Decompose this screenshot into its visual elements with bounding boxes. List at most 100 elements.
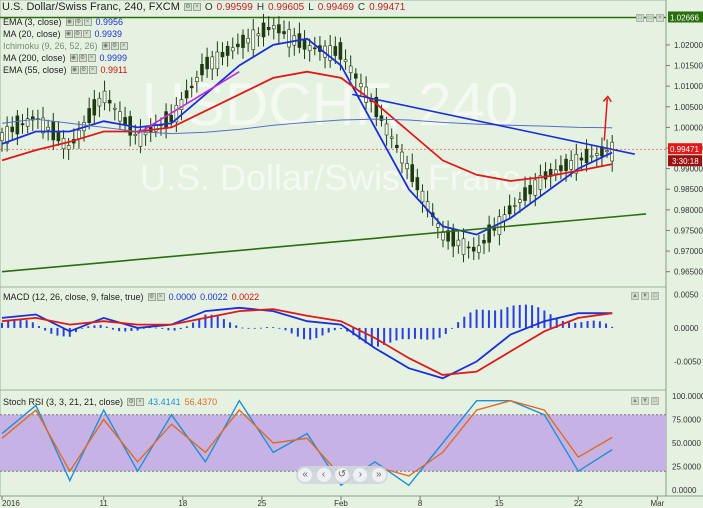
macd-hist-bar bbox=[598, 321, 601, 328]
close-icon[interactable]: × bbox=[656, 14, 664, 22]
candle-body bbox=[118, 111, 122, 122]
legend-ema55[interactable]: EMA (55, close) ◉ ⚙ × 0.9911 bbox=[3, 64, 128, 76]
eye-icon[interactable]: ◉ bbox=[65, 18, 74, 26]
settings-icon[interactable]: ⚙ bbox=[183, 3, 192, 11]
pane-controls-stoch[interactable]: ▲ ▼ □ bbox=[631, 397, 659, 405]
candle-body bbox=[143, 132, 148, 136]
candle-body bbox=[0, 132, 4, 141]
macd-hist-bar bbox=[444, 327, 447, 334]
gear-icon[interactable]: ⚙ bbox=[110, 42, 119, 50]
nav-right-double-icon[interactable]: » bbox=[371, 468, 386, 482]
gear-icon[interactable]: ⚙ bbox=[147, 293, 156, 301]
macd-hist-bar bbox=[216, 316, 219, 328]
header-controls[interactable]: ⚙ × bbox=[183, 3, 201, 11]
candle-body bbox=[56, 131, 61, 142]
eye-icon[interactable]: ◉ bbox=[64, 30, 73, 38]
macd-legend: MACD (12, 26, close, 9, false, true) ⚙ × 0.… bbox=[3, 291, 259, 303]
up-icon[interactable]: ▲ bbox=[631, 397, 639, 405]
candle-body bbox=[343, 59, 348, 62]
macd-hist-bar bbox=[19, 318, 22, 328]
gear-icon[interactable]: ⚙ bbox=[73, 30, 82, 38]
gear-icon[interactable]: ⚙ bbox=[74, 18, 83, 26]
chart-nav-controls[interactable]: « ‹ ↺ › » bbox=[296, 466, 388, 484]
macd-hist-bar bbox=[266, 326, 269, 328]
close-icon[interactable]: × bbox=[119, 42, 128, 50]
eye-icon[interactable]: ◉ bbox=[69, 54, 78, 62]
collapse-icon[interactable]: ▭ bbox=[646, 14, 654, 22]
close-icon[interactable]: × bbox=[82, 30, 91, 38]
reset-icon[interactable]: ↺ bbox=[334, 468, 349, 482]
eye-icon[interactable]: ◉ bbox=[70, 66, 79, 74]
legend-ema3-label: EMA (3, close) bbox=[3, 17, 62, 27]
gear-icon[interactable]: ⚙ bbox=[78, 54, 87, 62]
candle-body bbox=[389, 136, 394, 139]
up-icon[interactable]: ▲ bbox=[631, 292, 639, 300]
close-icon[interactable]: × bbox=[83, 18, 92, 26]
macd-hist-bar bbox=[524, 304, 527, 328]
candle-body bbox=[528, 185, 532, 195]
close-icon[interactable]: × bbox=[87, 54, 96, 62]
macd-hist-bar bbox=[487, 310, 490, 328]
macd-hist-bar bbox=[580, 322, 583, 328]
candle-body bbox=[420, 190, 425, 203]
maximize-icon[interactable]: □ bbox=[636, 14, 644, 22]
nav-left-icon[interactable]: ‹ bbox=[316, 468, 331, 482]
pane-controls-macd[interactable]: ▲ ▼ □ bbox=[631, 292, 659, 300]
macd-hist-bar bbox=[401, 327, 404, 340]
legend-ema55-value: 0.9911 bbox=[100, 65, 128, 75]
candle-body bbox=[400, 151, 404, 164]
price-tick-label: 1.00000 bbox=[674, 123, 703, 132]
candle-body bbox=[384, 123, 389, 136]
macd-hist-bar bbox=[155, 327, 158, 329]
high-label: H bbox=[256, 1, 265, 13]
maximize-icon[interactable]: □ bbox=[651, 292, 659, 300]
macd-hist-bar bbox=[173, 327, 176, 331]
close-value: 0.99471 bbox=[369, 1, 406, 13]
close-label: C bbox=[357, 1, 366, 13]
price-tick-label: 0.97500 bbox=[674, 226, 703, 235]
macd-hist-bar bbox=[87, 326, 90, 328]
close-icon[interactable]: × bbox=[88, 66, 97, 74]
maximize-icon[interactable]: □ bbox=[651, 397, 659, 405]
price-tick-label: 1.01500 bbox=[674, 62, 703, 71]
x-tick-label: 2016 bbox=[2, 499, 20, 508]
down-icon[interactable]: ▼ bbox=[641, 397, 649, 405]
candle-body bbox=[15, 115, 20, 135]
candle-body bbox=[379, 115, 384, 121]
macd-hist-bar bbox=[296, 327, 299, 337]
candle-body bbox=[446, 230, 450, 242]
macd-hist-bar bbox=[457, 322, 460, 328]
watermark-name: U.S. Dollar/Swiss Franc bbox=[140, 157, 520, 198]
legend-indicator[interactable]: Ichimoku (9, 26, 52, 26) ◉ ⚙ × bbox=[3, 40, 128, 52]
nav-right-icon[interactable]: › bbox=[353, 468, 368, 482]
legend-ma20[interactable]: MA (20, close) ◉ ⚙ × 0.9939 bbox=[3, 28, 128, 40]
macd-hist-bar bbox=[259, 327, 262, 329]
candle-body bbox=[395, 144, 399, 149]
legend-ema3[interactable]: EMA (3, close) ◉ ⚙ × 0.9956 bbox=[3, 16, 128, 28]
open-value: 0.99599 bbox=[216, 1, 253, 13]
candle-body bbox=[518, 199, 522, 203]
close-icon[interactable]: × bbox=[192, 3, 201, 11]
down-icon[interactable]: ▼ bbox=[641, 292, 649, 300]
macd-histogram bbox=[1, 304, 614, 347]
eye-icon[interactable]: ◉ bbox=[101, 42, 110, 50]
macd-hist-bar bbox=[512, 305, 515, 328]
macd-hist-bar bbox=[247, 327, 250, 329]
legend-ma200[interactable]: MA (200, close) ◉ ⚙ × 0.9999 bbox=[3, 52, 128, 64]
close-icon[interactable]: × bbox=[156, 293, 165, 301]
candle-body bbox=[225, 45, 230, 56]
macd-hist-bar bbox=[44, 327, 47, 331]
candle-body bbox=[92, 99, 97, 116]
trendline-2 bbox=[137, 71, 240, 135]
gear-icon[interactable]: ⚙ bbox=[127, 398, 136, 406]
pane-controls-price[interactable]: □ ▭ × bbox=[636, 14, 664, 22]
target-arrow-line bbox=[603, 98, 609, 141]
close-icon[interactable]: × bbox=[136, 398, 145, 406]
legend-ma200-value: 0.9999 bbox=[99, 53, 128, 63]
stoch-legend-label: Stoch RSI (3, 3, 21, 21, close) bbox=[3, 397, 124, 407]
candle-body bbox=[302, 38, 307, 50]
gear-icon[interactable]: ⚙ bbox=[79, 66, 88, 74]
nav-left-double-icon[interactable]: « bbox=[298, 468, 313, 482]
candle-body bbox=[46, 126, 50, 131]
